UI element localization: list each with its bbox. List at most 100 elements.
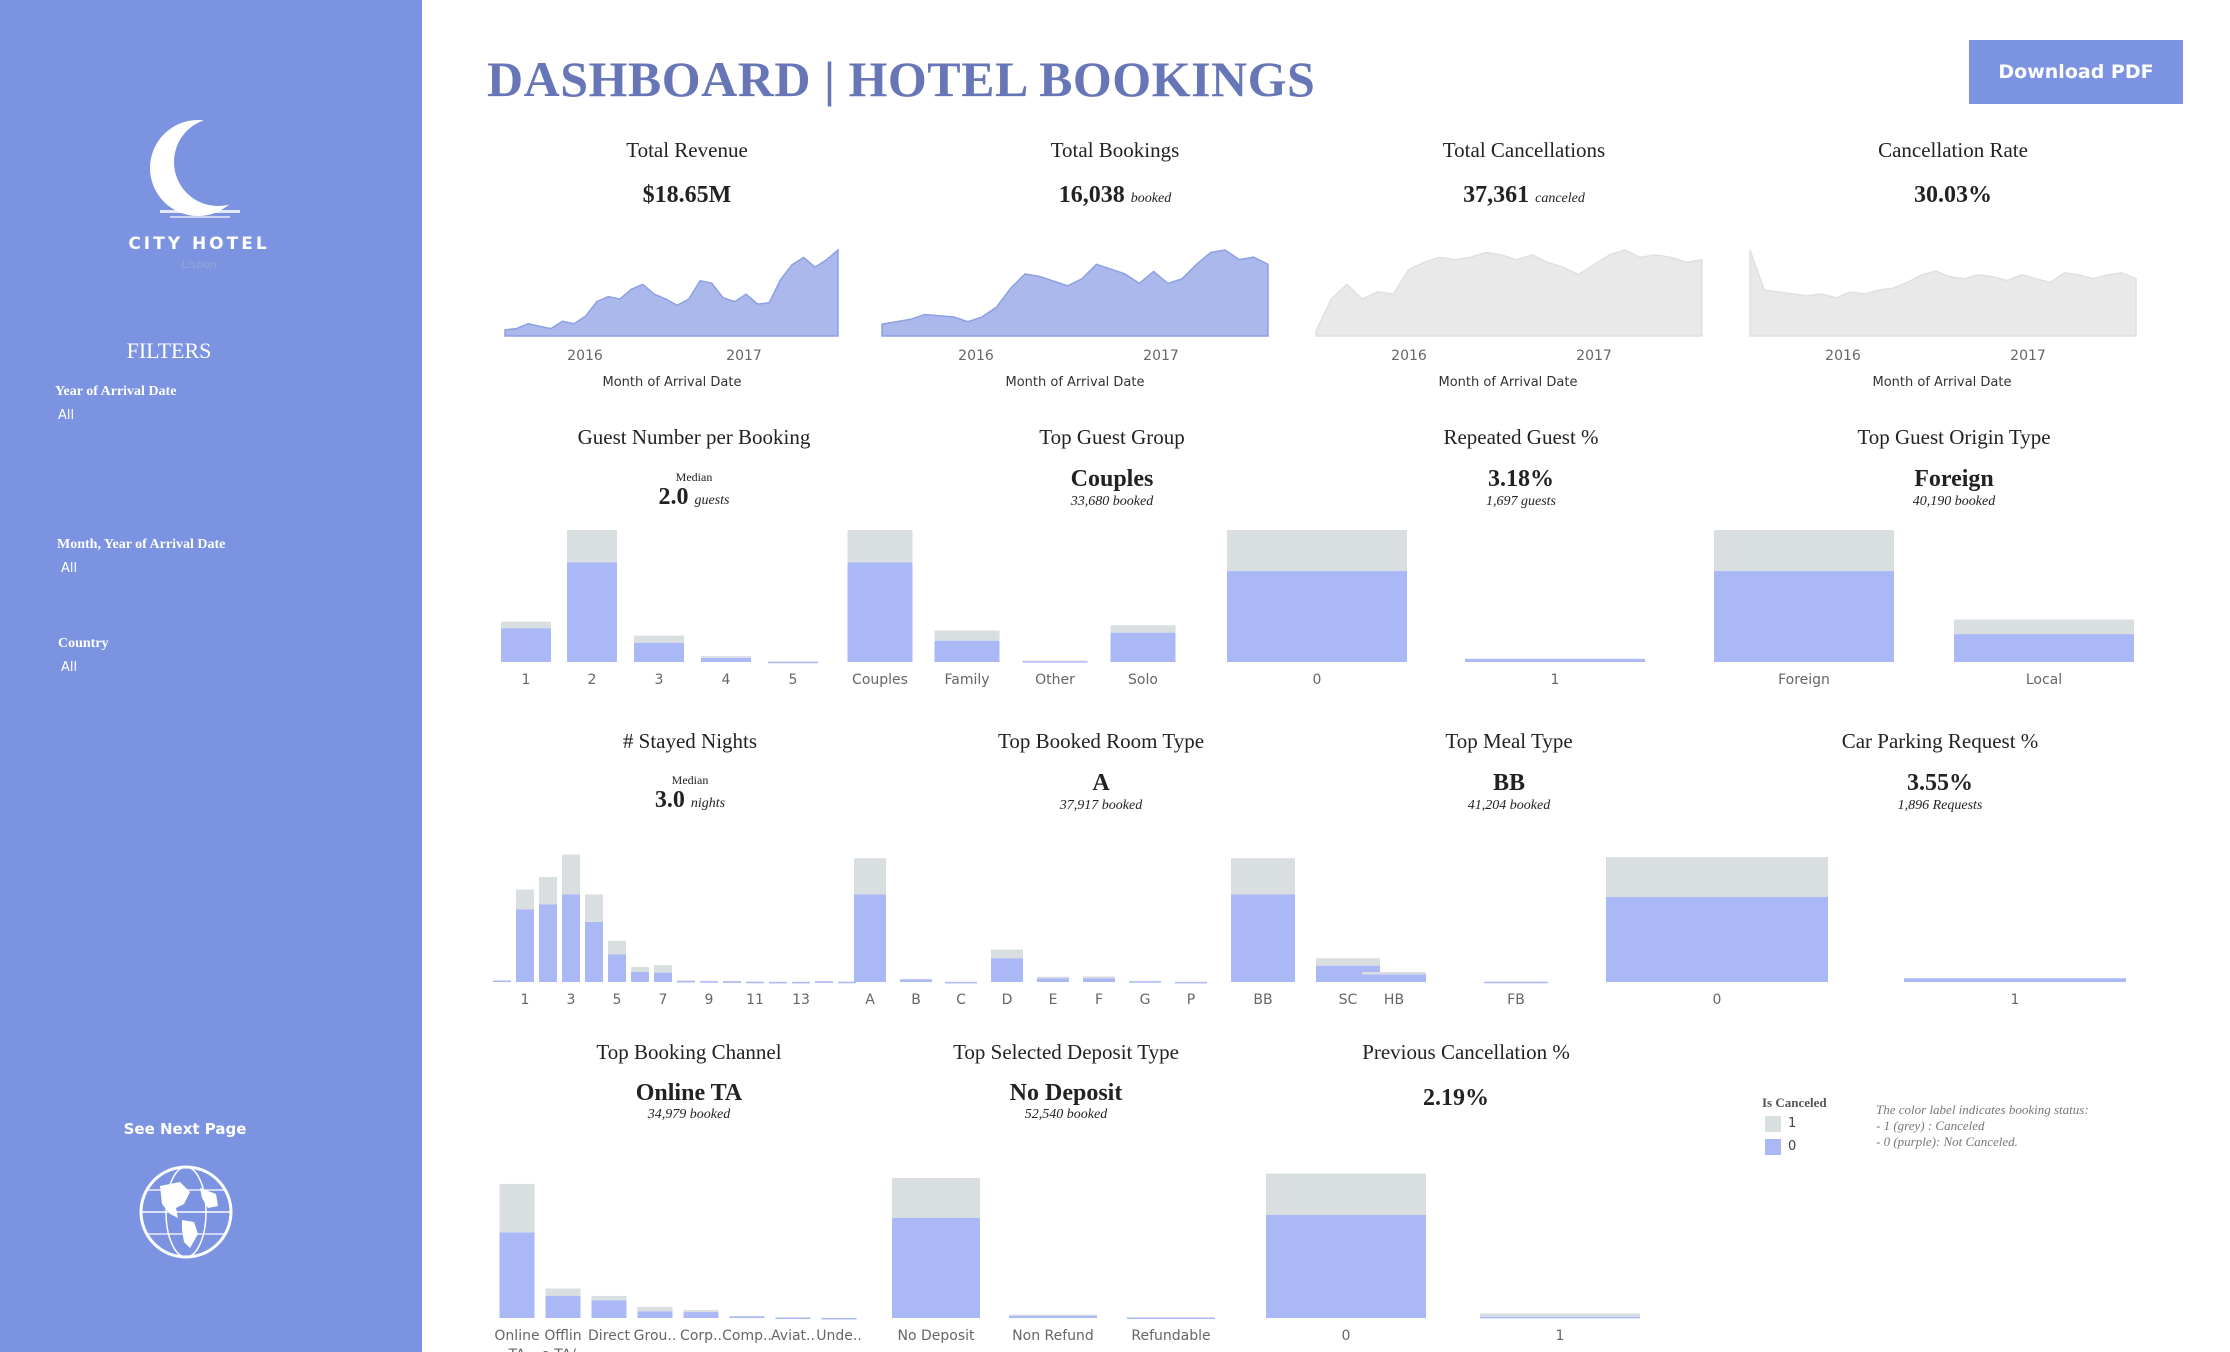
guests_per_booking-tick-3: 3 — [655, 672, 664, 688]
kpi-value-stayed-nights: 3.0 nights — [654, 787, 726, 813]
legend-note: The color label indicates booking status… — [1876, 1102, 2089, 1149]
kpi-sub-meal-type: 41,204 booked — [1467, 798, 1551, 813]
kpi-sub-guest-group: 33,680 booked — [1070, 494, 1154, 509]
booking_channel-bar-canceled-Online TA — [499, 1183, 535, 1233]
room_type-bar-canceled-B — [900, 978, 932, 980]
kpi-sub-deposit: 52,540 booked — [1024, 1107, 1108, 1122]
prev_cancellation-bar-canceled-1 — [1480, 1313, 1640, 1317]
deposit_type-tick-Refundable: Refundable — [1131, 1328, 1210, 1344]
guest_group-tick-Other: Other — [1035, 672, 1075, 688]
booking_channel-bar-canceled-Direct — [591, 1295, 627, 1301]
kpi-title-prev-cancel: Previous Cancellation % — [1362, 1040, 1570, 1064]
origin_type-bar-canceled-Foreign — [1714, 530, 1894, 572]
filter-year-value[interactable]: All — [58, 408, 75, 423]
kpi-value-cancellations: 37,361 canceled — [1463, 182, 1585, 208]
room_type-bar-not-canceled-D — [991, 958, 1023, 982]
filter-month-year-value[interactable]: All — [61, 561, 78, 576]
booking_channel-bar-not-canceled-Aviat.. — [775, 1317, 811, 1320]
kpi-value-guest-number: 2.0 guests — [658, 484, 730, 510]
deposit_type-bar-not-canceled-Refundable — [1127, 1317, 1215, 1320]
legend-label-not-canceled: 0 — [1788, 1139, 1797, 1154]
filters-heading: FILTERS — [126, 338, 212, 363]
see-next-page-link[interactable]: See Next Page — [123, 1120, 247, 1138]
revenue_trend-tick-2017: 2017 — [726, 348, 762, 364]
download-pdf-button[interactable]: Download PDF — [1969, 40, 2183, 104]
guests_per_booking-bar-canceled-1 — [501, 621, 551, 629]
origin_type-bar-not-canceled-Foreign — [1714, 571, 1894, 662]
stayed_nights-bar-canceled-5 — [608, 940, 626, 955]
kpi-value-channel: Online TA — [635, 1080, 743, 1106]
stayed_nights-bar-canceled-4 — [585, 894, 603, 922]
booking_channel-tick-7-0: Unde.. — [816, 1328, 862, 1344]
legend-label-canceled: 1 — [1788, 1116, 1797, 1131]
room_type-bar-not-canceled-G — [1129, 981, 1161, 983]
stayed_nights-tick-1: 1 — [521, 992, 530, 1008]
booking_channel-bar-canceled-Corp.. — [683, 1309, 719, 1313]
filter-month-year-label: Month, Year of Arrival Date — [57, 537, 226, 552]
kpi-title-deposit: Top Selected Deposit Type — [953, 1040, 1179, 1064]
stayed_nights-bar-not-canceled-14 — [815, 981, 833, 983]
stayed_nights-tick-9: 9 — [705, 992, 714, 1008]
guests_per_booking-tick-5: 5 — [789, 672, 798, 688]
booking_channel-bar-not-canceled-Direct — [591, 1300, 627, 1318]
kpi-title-cancellations: Total Cancellations — [1442, 138, 1606, 162]
deposit_type-tick-Non Refund: Non Refund — [1012, 1328, 1094, 1344]
stayed_nights-bar-canceled-6 — [631, 967, 649, 972]
car_parking-tick-1: 1 — [2011, 992, 2020, 1008]
kpi-value-origin: Foreign — [1914, 466, 1994, 492]
guests_per_booking-tick-1: 1 — [522, 672, 531, 688]
stayed_nights-tick-5: 5 — [613, 992, 622, 1008]
globe-icon[interactable] — [138, 1164, 234, 1260]
prev_cancellation-bar-not-canceled-0 — [1266, 1214, 1426, 1318]
booking_channel-bar-not-canceled-Comp.. — [729, 1316, 765, 1319]
repeated_guest-bar-canceled-0 — [1227, 530, 1407, 572]
room_type-bar-canceled-E — [1037, 976, 1069, 979]
bookings_trend-xlabel: Month of Arrival Date — [1006, 375, 1145, 390]
meal_type-tick-SC: SC — [1339, 992, 1358, 1008]
kpi-title-stayed-nights: # Stayed Nights — [622, 729, 758, 753]
guest_group-bar-canceled-Family — [934, 630, 1000, 641]
stayed_nights-bar-not-canceled-1 — [516, 909, 534, 982]
repeated_guest_1-tick-1: 1 — [1551, 672, 1560, 688]
car_parking-bar-not-canceled-1 — [1904, 978, 2126, 982]
booking_channel-bar-canceled-Offline TA/.. — [545, 1288, 581, 1296]
kpi-median-label-nights: Median — [671, 773, 709, 787]
guests_per_booking-tick-2: 2 — [588, 672, 597, 688]
filter-year-label: Year of Arrival Date — [55, 384, 177, 399]
repeated_guest-bar-not-canceled-0 — [1227, 571, 1407, 662]
stayed_nights-tick-3: 3 — [567, 992, 576, 1008]
guests_per_booking-bar-not-canceled-2 — [567, 562, 617, 662]
kpi-title-origin: Top Guest Origin Type — [1857, 425, 2051, 449]
logo-text: CITY HOTEL — [128, 234, 270, 254]
kpi-value-car-parking: 3.55% — [1907, 770, 1973, 796]
meal_type-bar-canceled-HB — [1362, 972, 1426, 975]
stayed_nights-bar-canceled-7 — [654, 965, 672, 973]
kpi-title-guest-group: Top Guest Group — [1039, 425, 1185, 449]
car_parking-tick-0: 0 — [1713, 992, 1722, 1008]
cancel_rate_trend-tick-2016: 2016 — [1825, 348, 1861, 364]
kpi-value-room-type: A — [1092, 770, 1110, 796]
room_type-bar-canceled-F — [1083, 976, 1115, 979]
kpi-title-guest-number: Guest Number per Booking — [577, 425, 811, 449]
booking_channel-tick-3-0: Grou.. — [634, 1328, 677, 1344]
room_type-bar-not-canceled-B — [900, 979, 932, 982]
kpi-sub-car-parking: 1,896 Requests — [1897, 798, 1983, 813]
deposit_type-bar-not-canceled-Non Refund — [1009, 1315, 1097, 1318]
prev_cancellation-bar-canceled-0 — [1266, 1173, 1426, 1215]
filter-country-label: Country — [58, 636, 109, 651]
bookings_trend-tick-2017: 2017 — [1143, 348, 1179, 364]
booking_channel-tick-1-1: e TA/.. — [541, 1347, 585, 1352]
car_parking-bar-canceled-0 — [1606, 857, 1828, 897]
repeated_guest_1-bar-canceled-1 — [1465, 658, 1645, 660]
kpi-sub-channel: 34,979 booked — [647, 1107, 731, 1122]
cancellations_trend-area — [1315, 249, 1703, 337]
filter-country-value[interactable]: All — [61, 660, 78, 675]
stayed_nights-bar-not-canceled-6 — [631, 972, 649, 982]
kpi-value-deposit: No Deposit — [1009, 1080, 1123, 1106]
stayed_nights-bar-not-canceled-11 — [746, 981, 764, 984]
stayed_nights-bar-canceled-2 — [539, 877, 557, 905]
guests_per_booking-bar-canceled-4 — [701, 656, 751, 658]
stayed_nights-bar-canceled-10 — [723, 980, 741, 982]
stayed_nights-bar-not-canceled-9 — [700, 981, 718, 983]
guest_group-tick-Couples: Couples — [852, 672, 908, 688]
